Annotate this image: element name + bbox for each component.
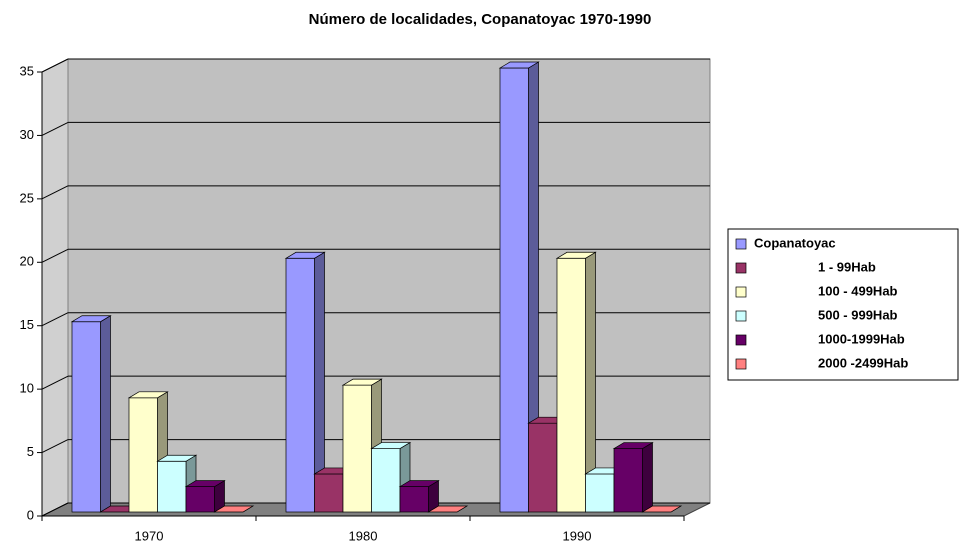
- bar-top: [612, 442, 654, 449]
- y-tick-label: 0: [27, 507, 34, 522]
- x-tick-label: 1970: [135, 528, 164, 543]
- legend-label: 500 - 999Hab: [818, 307, 898, 322]
- bar-front: [314, 473, 344, 513]
- bar: [156, 454, 198, 513]
- legend-swatch: [735, 238, 747, 250]
- bar-top: [555, 251, 597, 259]
- grid-line: [41, 185, 69, 200]
- legend-label: Copanatoyac: [754, 235, 836, 250]
- bar-front: [157, 460, 187, 513]
- x-tick-label: 1990: [563, 528, 592, 543]
- bar-side: [642, 441, 653, 513]
- bar-side: [100, 315, 111, 513]
- grid-line: [41, 58, 69, 73]
- bar-front: [399, 486, 429, 513]
- bar-front: [128, 397, 158, 513]
- bar: [398, 480, 440, 513]
- x-tick-label: 1980: [349, 528, 378, 543]
- y-tick-label: 15: [20, 317, 34, 332]
- grid-line: [41, 121, 69, 136]
- grid-line: [41, 439, 69, 454]
- bar-top: [498, 61, 540, 69]
- legend-swatch: [735, 310, 747, 322]
- bar-front: [342, 384, 372, 513]
- bar-top: [341, 378, 383, 386]
- bar-top: [284, 251, 326, 259]
- bar-front: [499, 67, 529, 513]
- bar: [555, 251, 597, 513]
- y-tick-label: 35: [20, 63, 34, 78]
- bar: [641, 505, 683, 513]
- y-tick-label: 20: [20, 254, 34, 269]
- side-wall: [41, 58, 69, 517]
- grid-line: [41, 375, 69, 390]
- bar-top: [398, 480, 440, 487]
- bar-front: [185, 486, 215, 513]
- bar-top: [156, 454, 198, 462]
- bar: [184, 480, 226, 513]
- legend-label: 1 - 99Hab: [818, 259, 876, 274]
- y-tick-label: 5: [27, 444, 34, 459]
- legend-swatch: [735, 358, 747, 370]
- y-tick-label: 30: [20, 127, 34, 142]
- bar-top: [641, 505, 683, 513]
- bar: [213, 505, 255, 513]
- legend-box: [727, 228, 959, 381]
- bar-front: [528, 422, 558, 513]
- grid-line: [41, 312, 69, 327]
- bar-top: [127, 391, 169, 399]
- legend-label: 2000 -2499Hab: [818, 355, 908, 370]
- bar-front: [585, 473, 615, 513]
- legend-swatch: [735, 286, 747, 298]
- bar-top: [70, 315, 112, 323]
- bar: [70, 315, 112, 513]
- grid-line: [41, 502, 69, 517]
- bar-front: [556, 257, 586, 513]
- bar-top: [213, 505, 255, 513]
- bar-top: [427, 505, 469, 513]
- bar-front: [285, 257, 315, 513]
- bar-front: [71, 321, 101, 513]
- y-tick-label: 10: [20, 381, 34, 396]
- bar-top: [184, 480, 226, 487]
- bar-front: [371, 448, 401, 513]
- legend-swatch: [735, 334, 747, 346]
- y-tick-label: 25: [20, 190, 34, 205]
- bar: [284, 251, 326, 513]
- legend-label: 100 - 499Hab: [818, 283, 898, 298]
- chart-title: Número de localidades, Copanatoyac 1970-…: [309, 11, 652, 28]
- bar: [427, 505, 469, 513]
- legend-label: 1000-1999Hab: [818, 331, 905, 346]
- bar: [612, 441, 654, 513]
- grid-line: [41, 248, 69, 263]
- legend-swatch: [735, 262, 747, 274]
- bar-front: [613, 448, 643, 513]
- bar-top: [370, 442, 412, 449]
